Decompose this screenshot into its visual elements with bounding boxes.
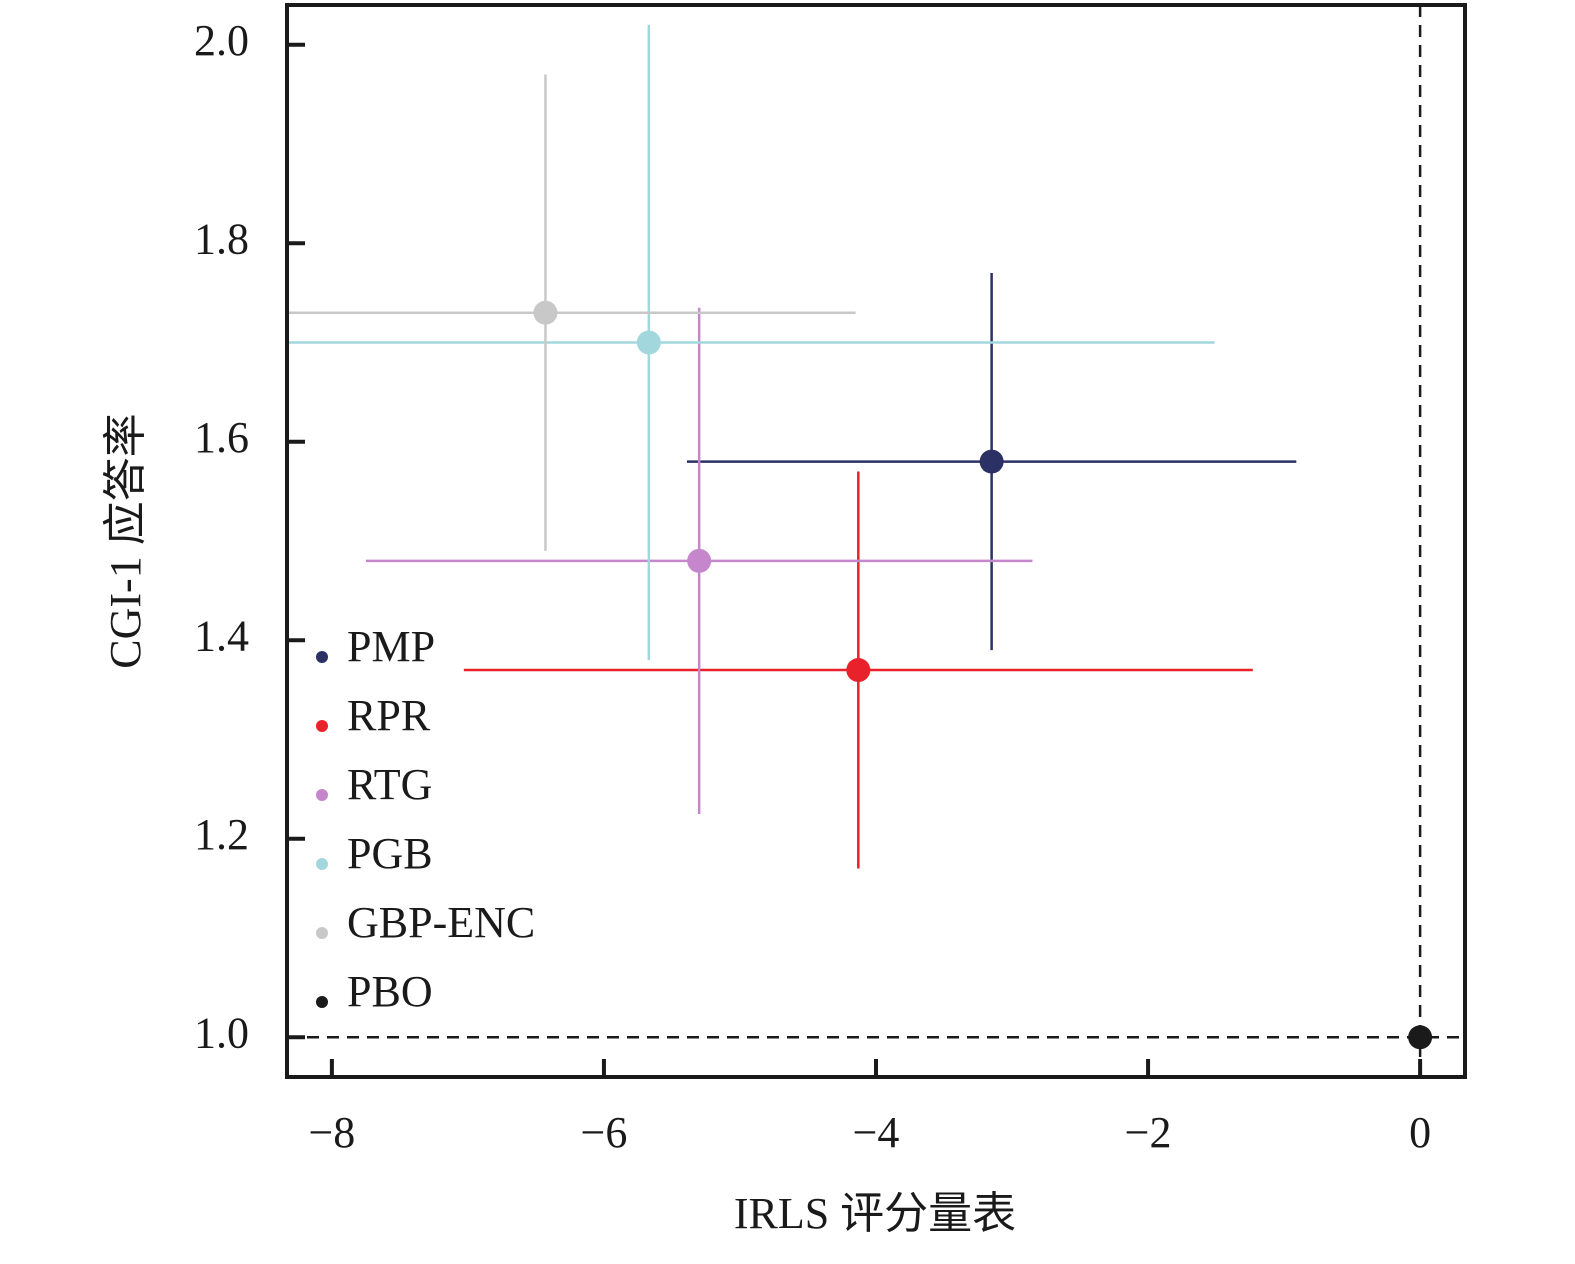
legend-marker	[316, 789, 328, 801]
y-axis-label: CGI-1 应答率	[101, 413, 150, 668]
legend-marker	[316, 651, 328, 663]
legend-marker	[316, 996, 328, 1008]
point	[1408, 1025, 1433, 1050]
legend-label: RTG	[347, 760, 432, 809]
point	[846, 658, 871, 683]
plot-area	[287, 5, 1465, 1077]
y-tick-label: 1.6	[194, 413, 249, 462]
legend-marker	[316, 927, 328, 939]
legend-label: PBO	[347, 967, 433, 1016]
legend-label: RPR	[347, 691, 431, 740]
y-tick-label: 2.0	[194, 16, 249, 65]
point	[979, 449, 1004, 474]
legend-marker	[316, 720, 328, 732]
x-tick-label: −4	[853, 1108, 900, 1157]
legend-label: PMP	[347, 622, 435, 671]
y-tick-label: 1.8	[194, 214, 249, 263]
point	[636, 330, 661, 355]
x-tick-label: −8	[308, 1108, 355, 1157]
point	[533, 300, 558, 325]
legend-label: GBP-ENC	[347, 898, 535, 947]
x-tick-label: 0	[1409, 1108, 1431, 1157]
y-tick-label: 1.2	[194, 810, 249, 859]
x-tick-label: −6	[581, 1108, 628, 1157]
x-axis-label: IRLS 评分量表	[734, 1189, 1016, 1238]
y-tick-label: 1.0	[194, 1008, 249, 1057]
legend-marker	[316, 858, 328, 870]
point	[687, 548, 712, 573]
legend-label: PGB	[347, 829, 433, 878]
y-tick-label: 1.4	[194, 611, 249, 660]
x-tick-label: −2	[1125, 1108, 1172, 1157]
